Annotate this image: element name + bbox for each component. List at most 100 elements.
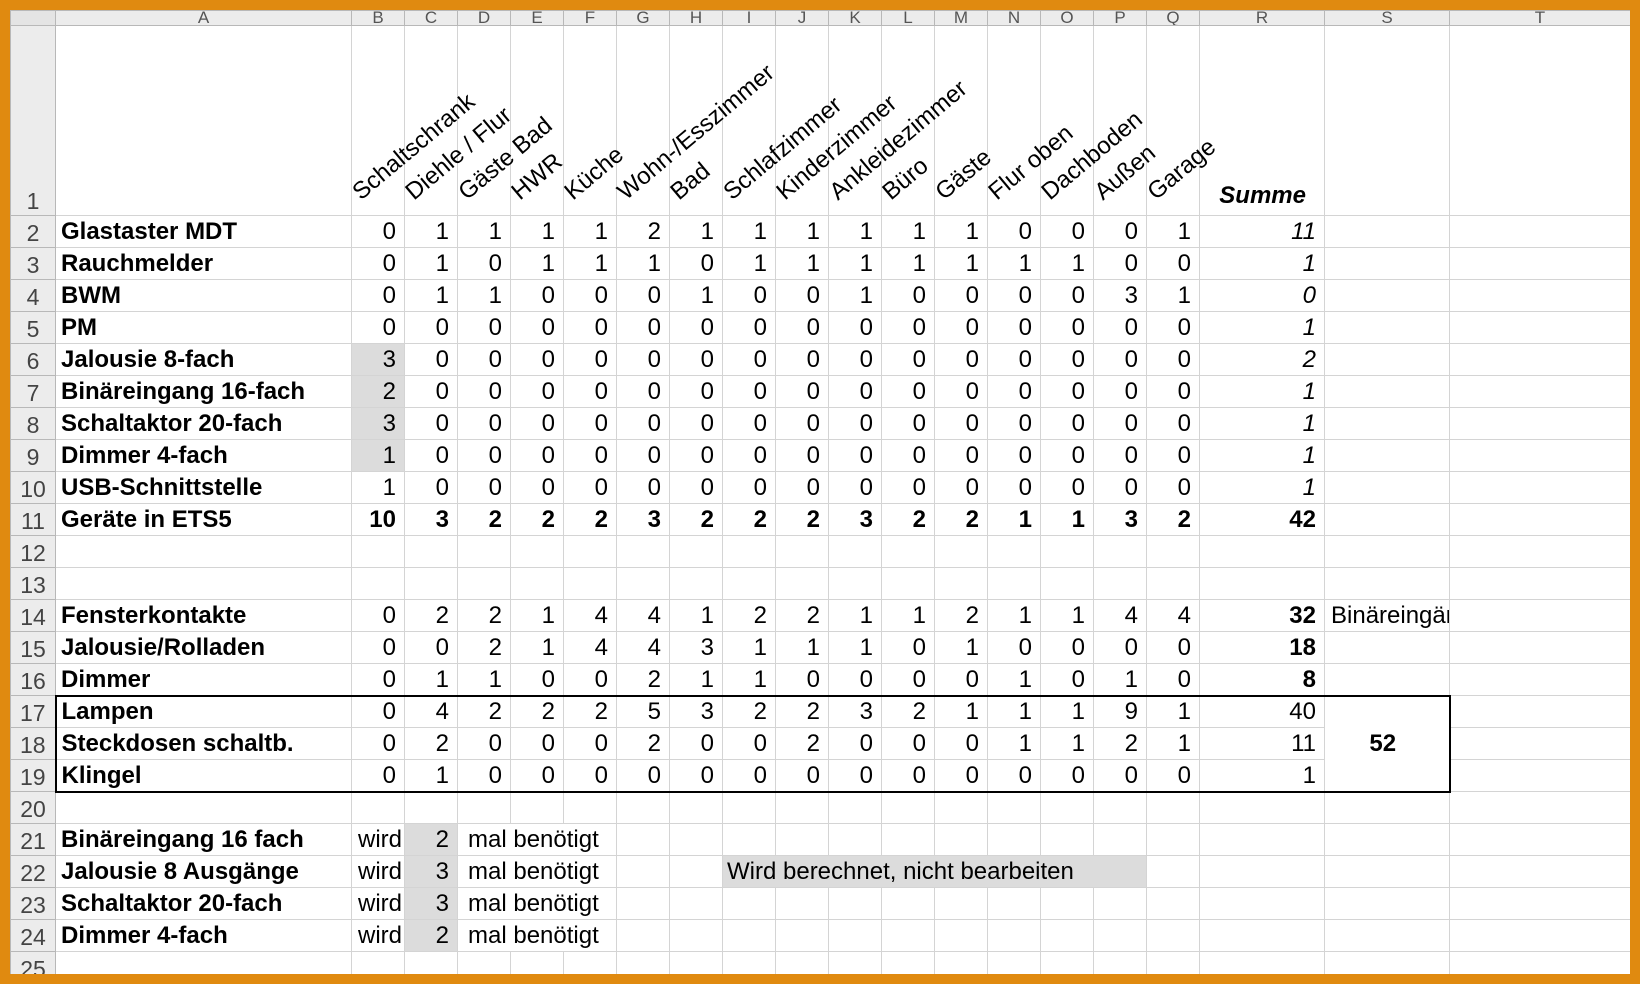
value-cell[interactable]: 0 xyxy=(934,663,988,696)
value-cell[interactable]: 1 xyxy=(616,247,670,280)
cell[interactable] xyxy=(828,823,882,856)
cell[interactable] xyxy=(563,791,617,824)
room-header-cell[interactable]: Diehle / Flur xyxy=(400,25,517,216)
cell[interactable] xyxy=(1324,823,1450,856)
value-cell[interactable]: 3 xyxy=(404,503,458,536)
value-cell[interactable]: 1 xyxy=(404,759,458,793)
cell[interactable] xyxy=(1093,823,1147,856)
cell[interactable] xyxy=(1324,407,1450,440)
column-header-a[interactable]: A xyxy=(55,10,352,26)
value-cell[interactable]: 0 xyxy=(934,759,988,793)
row-header-23[interactable]: 23 xyxy=(10,887,56,920)
value-cell[interactable]: 3 xyxy=(669,631,723,664)
cell[interactable] xyxy=(1449,631,1630,664)
value-cell[interactable]: 0 xyxy=(1146,471,1200,504)
value-cell[interactable]: 1 xyxy=(828,279,882,312)
value-cell[interactable]: 1 xyxy=(828,631,882,664)
cell[interactable] xyxy=(881,823,935,856)
value-cell[interactable]: 0 xyxy=(881,375,935,408)
value-cell[interactable]: 0 xyxy=(404,471,458,504)
value-cell[interactable]: 0 xyxy=(1040,343,1094,376)
value-cell[interactable]: 0 xyxy=(722,471,776,504)
value-cell[interactable]: 0 xyxy=(404,375,458,408)
cell[interactable] xyxy=(669,823,723,856)
column-header-p[interactable]: P xyxy=(1093,10,1147,26)
value-cell[interactable]: 1 xyxy=(722,631,776,664)
cell[interactable] xyxy=(1449,279,1630,312)
value-cell[interactable]: 0 xyxy=(1093,375,1147,408)
value-cell[interactable]: 1 xyxy=(1146,727,1200,760)
value-cell[interactable]: 0 xyxy=(775,343,829,376)
cell[interactable] xyxy=(616,919,670,952)
cell[interactable] xyxy=(404,791,458,824)
suffix-cell[interactable]: mal benötigt xyxy=(457,919,617,952)
cell[interactable] xyxy=(351,951,405,974)
cell[interactable] xyxy=(1146,887,1200,920)
cell[interactable] xyxy=(881,919,935,952)
row-label-cell[interactable]: Jalousie 8-fach xyxy=(55,343,352,376)
column-header-f[interactable]: F xyxy=(563,10,617,26)
cell[interactable] xyxy=(722,791,776,824)
row-header-25[interactable]: 25 xyxy=(10,951,56,974)
value-cell[interactable]: 1 xyxy=(987,247,1041,280)
value-cell[interactable]: 0 xyxy=(563,439,617,472)
row-header-1[interactable]: 1 xyxy=(10,25,56,216)
value-cell[interactable]: 1 xyxy=(987,599,1041,632)
cell[interactable] xyxy=(987,535,1041,568)
value-cell[interactable]: 0 xyxy=(563,407,617,440)
value-cell[interactable]: 0 xyxy=(669,311,723,344)
value-cell[interactable]: 0 xyxy=(457,759,511,793)
value-cell[interactable]: 0 xyxy=(669,471,723,504)
value-cell[interactable]: 1 xyxy=(1093,663,1147,696)
sum-cell[interactable]: 1 xyxy=(1199,407,1325,440)
value-cell[interactable]: 0 xyxy=(828,343,882,376)
cell[interactable] xyxy=(1040,823,1094,856)
value-cell[interactable]: 0 xyxy=(828,663,882,696)
room-header-cell[interactable]: Wohn-/Esszimmer xyxy=(612,25,780,216)
cell[interactable] xyxy=(881,567,935,600)
value-cell[interactable]: 0 xyxy=(1093,343,1147,376)
value-cell[interactable]: 1 xyxy=(457,279,511,312)
row-header-16[interactable]: 16 xyxy=(10,663,56,696)
cell[interactable] xyxy=(1040,919,1094,952)
cell[interactable] xyxy=(669,535,723,568)
value-cell[interactable]: 2 xyxy=(563,503,617,536)
value-cell[interactable]: 0 xyxy=(510,407,564,440)
row-label-cell[interactable]: USB-Schnittstelle xyxy=(55,471,352,504)
value-cell[interactable]: 1 xyxy=(404,663,458,696)
cell[interactable] xyxy=(1199,823,1325,856)
cell[interactable] xyxy=(1449,407,1630,440)
column-header-i[interactable]: I xyxy=(722,10,776,26)
value-cell[interactable]: 0 xyxy=(669,439,723,472)
value-cell[interactable]: 0 xyxy=(1093,759,1147,793)
value-cell[interactable]: 1 xyxy=(828,599,882,632)
cell[interactable] xyxy=(1146,951,1200,974)
value-cell[interactable]: 0 xyxy=(616,311,670,344)
row-label-cell[interactable]: Dimmer 4-fach xyxy=(55,439,352,472)
cell[interactable] xyxy=(828,791,882,824)
value-cell[interactable]: 0 xyxy=(457,247,511,280)
value-cell[interactable]: 0 xyxy=(987,279,1041,312)
value-cell[interactable]: 0 xyxy=(722,343,776,376)
sum-cell[interactable]: 40 xyxy=(1199,694,1325,728)
cell[interactable] xyxy=(775,951,829,974)
row-label-cell[interactable]: PM xyxy=(55,311,352,344)
cell[interactable] xyxy=(55,951,352,974)
value-cell[interactable]: 0 xyxy=(351,279,405,312)
value-cell[interactable]: 0 xyxy=(1146,311,1200,344)
value-cell[interactable]: 2 xyxy=(404,599,458,632)
cell[interactable] xyxy=(1093,567,1147,600)
cell[interactable] xyxy=(1324,215,1450,248)
value-cell[interactable]: 2 xyxy=(510,503,564,536)
value-cell[interactable]: 0 xyxy=(1093,311,1147,344)
sum-cell[interactable]: 1 xyxy=(1199,247,1325,280)
cell[interactable] xyxy=(55,791,352,824)
value-cell[interactable]: 0 xyxy=(1146,247,1200,280)
row-label-cell[interactable]: Dimmer xyxy=(55,663,352,696)
value-cell[interactable]: 0 xyxy=(563,663,617,696)
value-cell[interactable]: 0 xyxy=(881,759,935,793)
row-label-cell[interactable]: Klingel xyxy=(54,759,352,793)
value-cell[interactable]: 0 xyxy=(669,407,723,440)
cell[interactable] xyxy=(934,535,988,568)
value-cell[interactable]: 0 xyxy=(775,439,829,472)
